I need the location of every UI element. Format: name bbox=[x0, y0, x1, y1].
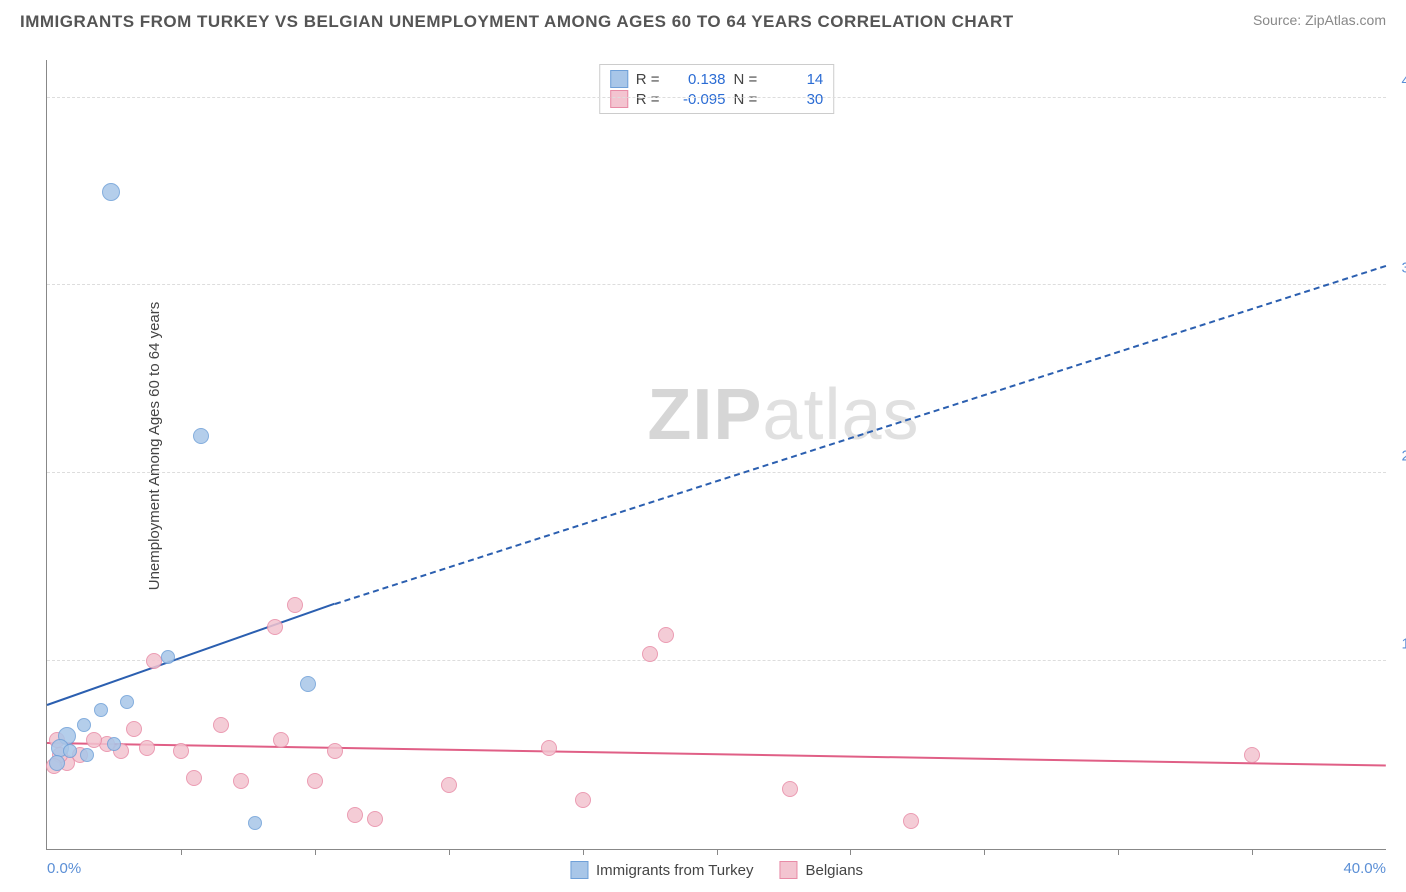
legend: Immigrants from Turkey Belgians bbox=[570, 861, 863, 879]
data-point bbox=[94, 703, 108, 717]
data-point bbox=[161, 650, 175, 664]
data-point bbox=[126, 721, 142, 737]
data-point bbox=[267, 619, 283, 635]
legend-item: Immigrants from Turkey bbox=[570, 861, 754, 879]
data-point bbox=[782, 781, 798, 797]
data-point bbox=[173, 743, 189, 759]
stat-label: N = bbox=[734, 91, 758, 108]
data-point bbox=[107, 737, 121, 751]
chart-title: IMMIGRANTS FROM TURKEY VS BELGIAN UNEMPL… bbox=[20, 12, 1014, 32]
data-point bbox=[347, 807, 363, 823]
trend-line bbox=[47, 742, 1386, 767]
data-point bbox=[575, 792, 591, 808]
x-tick bbox=[181, 849, 182, 855]
stat-value: -0.095 bbox=[668, 91, 726, 108]
data-point bbox=[233, 773, 249, 789]
gridline bbox=[47, 284, 1386, 285]
x-tick bbox=[984, 849, 985, 855]
legend-swatch-icon bbox=[570, 861, 588, 879]
stat-value: 30 bbox=[765, 91, 823, 108]
stats-row: R = -0.095 N = 30 bbox=[610, 89, 824, 109]
watermark: ZIPatlas bbox=[647, 374, 919, 456]
trend-line bbox=[335, 265, 1387, 605]
data-point bbox=[86, 732, 102, 748]
x-axis-max-label: 40.0% bbox=[1343, 860, 1386, 877]
legend-label: Belgians bbox=[805, 862, 863, 879]
data-point bbox=[367, 811, 383, 827]
data-point bbox=[139, 740, 155, 756]
data-point bbox=[120, 695, 134, 709]
gridline bbox=[47, 97, 1386, 98]
scatter-chart: ZIPatlas R = 0.138 N = 14 R = -0.095 N =… bbox=[46, 60, 1386, 850]
stat-value: 14 bbox=[765, 71, 823, 88]
series-swatch-icon bbox=[610, 70, 628, 88]
data-point bbox=[193, 428, 209, 444]
watermark-light: atlas bbox=[762, 375, 919, 455]
x-tick bbox=[850, 849, 851, 855]
chart-header: IMMIGRANTS FROM TURKEY VS BELGIAN UNEMPL… bbox=[0, 0, 1406, 36]
data-point bbox=[903, 813, 919, 829]
x-tick bbox=[717, 849, 718, 855]
watermark-bold: ZIP bbox=[647, 375, 762, 455]
stat-label: R = bbox=[636, 71, 660, 88]
stats-row: R = 0.138 N = 14 bbox=[610, 69, 824, 89]
y-tick-label: 30.0% bbox=[1401, 260, 1406, 277]
chart-source: Source: ZipAtlas.com bbox=[1253, 12, 1386, 28]
x-tick bbox=[315, 849, 316, 855]
data-point bbox=[441, 777, 457, 793]
data-point bbox=[102, 183, 120, 201]
stat-value: 0.138 bbox=[668, 71, 726, 88]
data-point bbox=[63, 744, 77, 758]
data-point bbox=[1244, 747, 1260, 763]
x-tick bbox=[1118, 849, 1119, 855]
y-tick-label: 40.0% bbox=[1401, 72, 1406, 89]
stat-label: R = bbox=[636, 91, 660, 108]
trend-line bbox=[47, 603, 336, 706]
data-point bbox=[49, 755, 65, 771]
data-point bbox=[273, 732, 289, 748]
data-point bbox=[248, 816, 262, 830]
y-tick-label: 20.0% bbox=[1401, 448, 1406, 465]
legend-swatch-icon bbox=[779, 861, 797, 879]
data-point bbox=[300, 676, 316, 692]
x-tick bbox=[449, 849, 450, 855]
y-tick-label: 10.0% bbox=[1401, 636, 1406, 653]
gridline bbox=[47, 660, 1386, 661]
x-axis-min-label: 0.0% bbox=[47, 860, 81, 877]
data-point bbox=[307, 773, 323, 789]
data-point bbox=[77, 718, 91, 732]
legend-label: Immigrants from Turkey bbox=[596, 862, 754, 879]
legend-item: Belgians bbox=[779, 861, 863, 879]
x-tick bbox=[1252, 849, 1253, 855]
data-point bbox=[287, 597, 303, 613]
gridline bbox=[47, 472, 1386, 473]
series-swatch-icon bbox=[610, 90, 628, 108]
data-point bbox=[642, 646, 658, 662]
data-point bbox=[213, 717, 229, 733]
data-point bbox=[80, 748, 94, 762]
x-tick bbox=[583, 849, 584, 855]
data-point bbox=[327, 743, 343, 759]
stat-label: N = bbox=[734, 71, 758, 88]
data-point bbox=[658, 627, 674, 643]
data-point bbox=[541, 740, 557, 756]
data-point bbox=[186, 770, 202, 786]
correlation-stats-box: R = 0.138 N = 14 R = -0.095 N = 30 bbox=[599, 64, 835, 114]
